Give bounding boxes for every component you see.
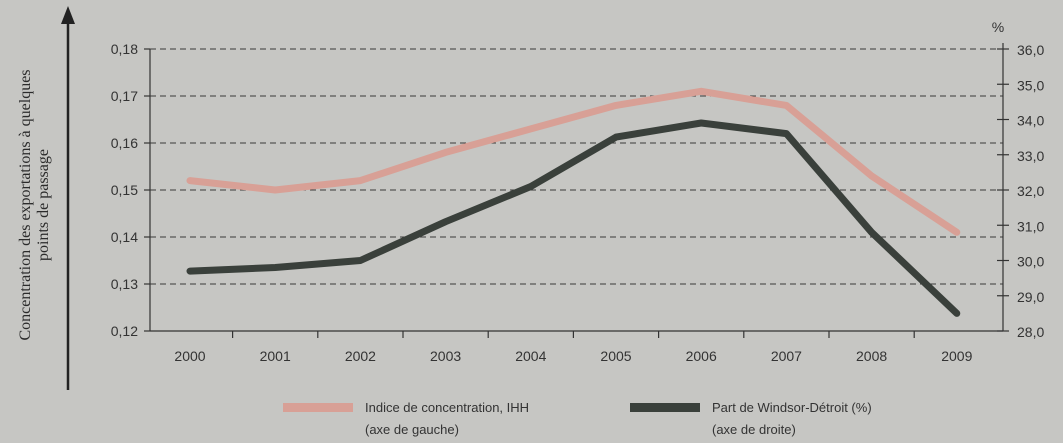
right-tick-label: 35,0 <box>1017 77 1044 93</box>
left-tick-label: 0,16 <box>111 135 138 151</box>
x-tick-label: 2008 <box>856 348 887 364</box>
left-tick-label: 0,12 <box>111 323 138 339</box>
legend-swatch <box>630 403 700 412</box>
axes: 0,12 0,13 0,14 0,15 0,16 0,17 0,18 28,0 29,0 30,0… <box>17 6 1044 390</box>
series-line-concentration-index <box>186 87 961 236</box>
right-tick-label: 32,0 <box>1017 183 1044 199</box>
left-tick-label: 0,18 <box>111 41 138 57</box>
legend: Indice de concentration, IHH (axe de gauc… <box>283 400 872 437</box>
left-tick-label: 0,17 <box>111 88 138 104</box>
x-tick-label: 2003 <box>430 348 461 364</box>
legend-label: Indice de concentration, IHH <box>365 400 529 415</box>
x-tick-label: 2005 <box>600 348 631 364</box>
left-axis-title-line1: Concentration des exportations à quelque… <box>17 69 34 340</box>
right-tick-label: 34,0 <box>1017 113 1044 129</box>
left-tick-label: 0,14 <box>111 229 138 245</box>
x-tick-label: 2007 <box>771 348 802 364</box>
x-tick-label: 2000 <box>174 348 205 364</box>
x-tick-label: 2006 <box>686 348 717 364</box>
axis-arrow-head <box>61 6 75 24</box>
left-axis-title-line2: points de passage <box>35 149 52 261</box>
x-tick-label: 2009 <box>941 348 972 364</box>
right-axis-unit: % <box>992 19 1004 35</box>
legend-label: Part de Windsor-Détroit (%) <box>712 400 872 415</box>
right-tick-label: 36,0 <box>1017 42 1044 58</box>
right-tick-label: 31,0 <box>1017 218 1044 234</box>
left-tick-label: 0,13 <box>111 276 138 292</box>
series-lines <box>186 87 961 317</box>
series-line-windsor-detroit-share <box>186 119 961 317</box>
legend-sublabel: (axe de droite) <box>712 422 796 437</box>
right-tick-label: 33,0 <box>1017 148 1044 164</box>
x-tick-label: 2002 <box>345 348 376 364</box>
right-tick-label: 30,0 <box>1017 254 1044 270</box>
legend-swatch <box>283 403 353 412</box>
gridlines <box>150 48 1003 285</box>
left-tick-label: 0,15 <box>111 182 138 198</box>
x-tick-label: 2004 <box>515 348 546 364</box>
legend-sublabel: (axe de gauche) <box>365 422 459 437</box>
right-tick-label: 29,0 <box>1017 289 1044 305</box>
right-tick-label: 28,0 <box>1017 324 1044 340</box>
x-tick-label: 2001 <box>260 348 291 364</box>
left-axis-title: Concentration des exportations à quelque… <box>17 69 52 340</box>
